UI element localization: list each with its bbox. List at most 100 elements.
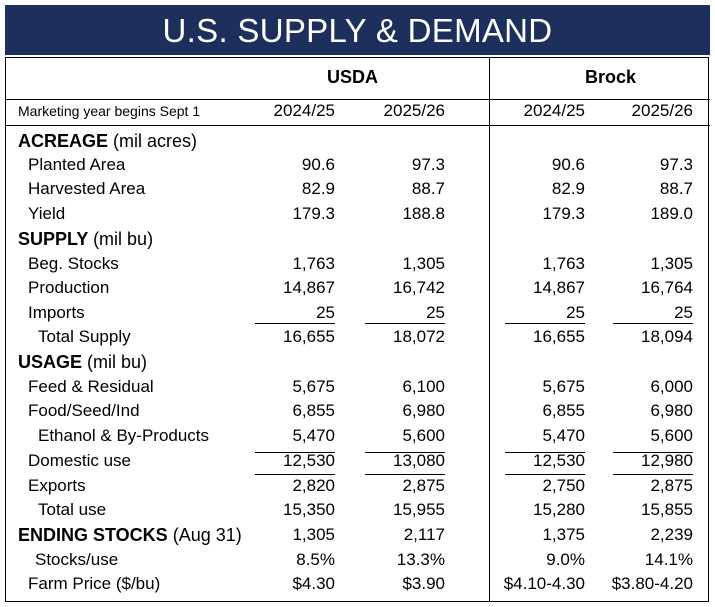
cell: 5,675 [542, 377, 585, 396]
cell: 188.8 [402, 204, 445, 223]
row-label: Planted Area [28, 155, 126, 174]
subtotal-rule [505, 323, 585, 324]
cell: 14,867 [283, 278, 335, 297]
cell: 5,470 [292, 426, 335, 445]
cell: 6,855 [542, 401, 585, 420]
row-label: Farm Price ($/bu) [28, 574, 161, 593]
cell: 6,000 [650, 377, 693, 396]
cell: 25 [426, 303, 445, 322]
page-title: U.S. SUPPLY & DEMAND [5, 5, 710, 55]
year-usda-2025: 2025/26 [383, 101, 445, 120]
cell: $4.30 [292, 574, 335, 593]
subtotal-rule [365, 323, 445, 324]
section-usage: USAGE (mil bu) [18, 352, 148, 372]
cell: 1,305 [292, 525, 335, 544]
subtotal-rule [255, 474, 335, 475]
marketing-year-label: Marketing year begins Sept 1 [18, 103, 201, 119]
row-label: Beg. Stocks [28, 254, 119, 273]
cell: 2,875 [650, 476, 693, 495]
row-label: Total Supply [38, 327, 131, 346]
cell: 12,530 [283, 451, 335, 470]
row-label: Yield [28, 204, 66, 223]
subtotal-rule [613, 474, 693, 475]
cell: 9.0% [546, 550, 585, 569]
cell: 15,350 [283, 500, 335, 519]
cell: $4.10-4.30 [503, 574, 585, 593]
cell: 6,855 [292, 401, 335, 420]
row-label: Feed & Residual [28, 377, 154, 396]
cell: 179.3 [292, 204, 335, 223]
cell: 2,875 [402, 476, 445, 495]
cell: 15,955 [393, 500, 445, 519]
cell: 6,980 [650, 401, 693, 420]
row-label: Total use [38, 500, 107, 519]
subtotal-rule [365, 452, 445, 453]
cell: 18,094 [641, 327, 693, 346]
year-usda-2024: 2024/25 [273, 101, 335, 120]
cell: 90.6 [301, 155, 335, 174]
usda-header: USDA [327, 67, 379, 87]
cell: 88.7 [411, 179, 445, 198]
cell: $3.80-4.20 [611, 574, 693, 593]
section-supply: SUPPLY (mil bu) [18, 229, 154, 249]
cell: 13.3% [396, 550, 445, 569]
subtotal-rule [505, 452, 585, 453]
cell: 6,100 [402, 377, 445, 396]
cell: 16,742 [393, 278, 445, 297]
subtotal-rule [255, 323, 335, 324]
subtotal-rule [255, 452, 335, 453]
cell: 15,855 [641, 500, 693, 519]
cell: 16,764 [641, 278, 693, 297]
cell: 8.5% [296, 550, 335, 569]
cell: 16,655 [283, 327, 335, 346]
row-label: Imports [28, 303, 85, 322]
cell: 97.3 [411, 155, 445, 174]
cell: 5,600 [402, 426, 445, 445]
cell: 25 [674, 303, 693, 322]
cell: 82.9 [551, 179, 585, 198]
cell: 2,820 [292, 476, 335, 495]
cell: 12,980 [641, 451, 693, 470]
cell: 2,239 [650, 525, 693, 544]
subtotal-rule [613, 323, 693, 324]
cell: 2,750 [542, 476, 585, 495]
brock-header: Brock [585, 67, 637, 87]
header-divider [5, 99, 710, 100]
cell: 5,470 [542, 426, 585, 445]
cell: 12,530 [533, 451, 585, 470]
cell: 6,980 [402, 401, 445, 420]
row-label: Ethanol & By-Products [38, 426, 210, 445]
subtotal-rule [365, 474, 445, 475]
cell: 1,763 [542, 254, 585, 273]
row-label: Domestic use [28, 451, 131, 470]
cell: 16,655 [533, 327, 585, 346]
table-frame [5, 57, 709, 602]
row-label: Exports [28, 476, 86, 495]
row-label: Stocks/use [35, 550, 119, 569]
cell: 14,867 [533, 278, 585, 297]
year-brock-2025: 2025/26 [631, 101, 693, 120]
cell: 1,305 [650, 254, 693, 273]
row-label: Food/Seed/Ind [28, 401, 140, 420]
cell: 90.6 [551, 155, 585, 174]
cell: 5,600 [650, 426, 693, 445]
row-label: Production [28, 278, 110, 297]
header-bottom-divider [5, 125, 710, 126]
cell: 18,072 [393, 327, 445, 346]
cell: 14.1% [644, 550, 693, 569]
cell: 2,117 [403, 525, 445, 544]
cell: 25 [566, 303, 585, 322]
column-divider [489, 57, 490, 602]
cell: 25 [316, 303, 335, 322]
cell: 13,080 [393, 451, 445, 470]
cell: 97.3 [659, 155, 693, 174]
cell: 189.0 [650, 204, 693, 223]
cell: $3.90 [402, 574, 445, 593]
cell: 179.3 [542, 204, 585, 223]
cell: 1,763 [292, 254, 335, 273]
cell: 88.7 [659, 179, 693, 198]
cell: 5,675 [292, 377, 335, 396]
row-label: Harvested Area [28, 179, 146, 198]
cell: 1,375 [542, 525, 585, 544]
cell: 82.9 [301, 179, 335, 198]
